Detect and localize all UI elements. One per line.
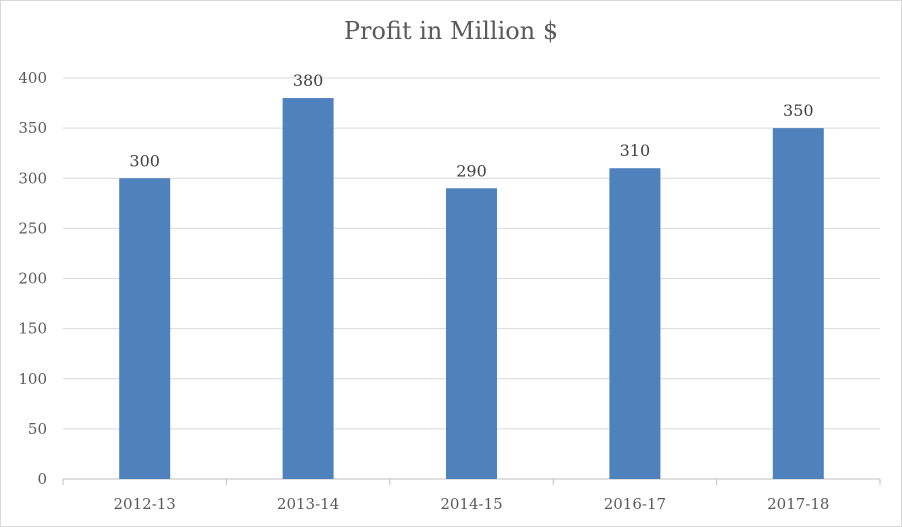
y-tick-label: 150 <box>18 320 47 338</box>
x-tick-label: 2012-13 <box>114 495 176 513</box>
data-label: 310 <box>620 141 651 160</box>
bar-2013-14 <box>282 98 334 480</box>
y-tick-label: 200 <box>18 270 47 288</box>
data-label: 350 <box>783 101 814 120</box>
y-tick-label: 50 <box>28 420 47 438</box>
chart-title: Profit in Million $ <box>343 17 559 45</box>
y-tick-label: 250 <box>18 219 47 237</box>
bar-2016-17 <box>609 168 661 479</box>
bar-2017-18 <box>772 128 824 479</box>
y-tick-label: 350 <box>18 119 47 137</box>
x-tick-label: 2013-14 <box>277 495 339 513</box>
y-tick-label: 0 <box>37 470 47 488</box>
x-tick-label: 2017-18 <box>767 495 829 513</box>
y-tick-label: 100 <box>18 370 47 388</box>
x-tick-label: 2014-15 <box>440 495 502 513</box>
bar-2012-13 <box>119 178 171 479</box>
data-label: 380 <box>293 71 324 90</box>
data-label: 290 <box>456 161 487 180</box>
data-label: 300 <box>129 151 160 170</box>
y-tick-label: 400 <box>18 69 47 87</box>
y-tick-label: 300 <box>18 169 47 187</box>
x-tick-label: 2016-17 <box>604 495 666 513</box>
bar-2014-15 <box>446 188 497 479</box>
